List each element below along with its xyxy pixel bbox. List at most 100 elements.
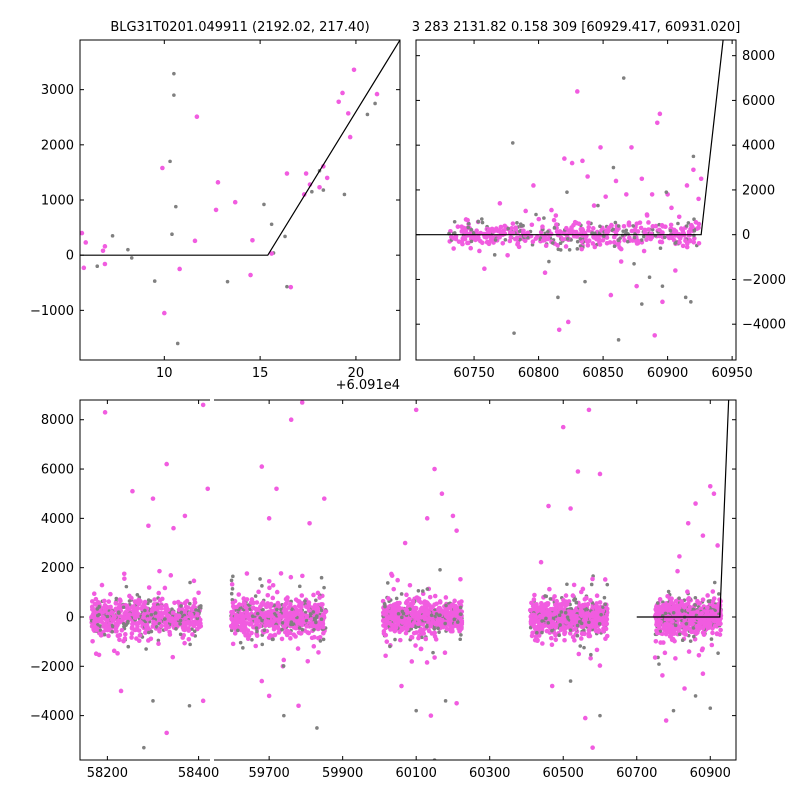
band-point: [668, 228, 673, 233]
cluster-point: [320, 624, 326, 630]
cluster-point: [596, 617, 602, 623]
cluster-point: [673, 623, 678, 628]
band-point: [480, 220, 485, 225]
cluster-point: [196, 608, 201, 613]
band-point: [673, 241, 678, 245]
cluster-point: [129, 635, 134, 640]
band-point: [612, 244, 617, 249]
gray-point: [611, 165, 616, 170]
cluster-point: [159, 623, 164, 629]
panel-top-right: 3 283 2131.82 0.158 309 [60929.417, 6093…: [412, 20, 786, 381]
magenta-point: [248, 272, 253, 278]
cluster-point: [663, 604, 669, 609]
cluster-point: [697, 601, 703, 606]
cluster-point: [116, 611, 121, 615]
cluster-point: [576, 651, 582, 657]
cluster-point: [270, 595, 276, 601]
cluster-point: [283, 596, 289, 602]
band-point: [692, 217, 696, 221]
y-tick-label: 6000: [41, 463, 74, 478]
magenta-point: [83, 240, 89, 245]
cluster-point: [705, 621, 711, 627]
y-tick-label: 6000: [742, 94, 775, 109]
cluster-point: [293, 611, 299, 617]
cluster-point: [174, 621, 180, 627]
outlier-point: [266, 516, 272, 521]
cluster-point: [283, 601, 289, 607]
band-point: [579, 233, 585, 238]
band-point: [604, 229, 609, 235]
x-tick-label: 60700: [616, 766, 657, 781]
outlier-point: [590, 745, 595, 750]
band-point: [576, 221, 582, 227]
cluster-point: [188, 642, 192, 647]
x-tick-label: 60100: [396, 766, 437, 781]
cluster-point: [114, 628, 119, 634]
cluster-point: [254, 626, 259, 630]
band-point: [637, 220, 643, 225]
magenta-point: [232, 199, 238, 205]
cluster-point: [558, 623, 562, 627]
cluster-point: [680, 638, 685, 643]
cluster-point: [575, 633, 580, 638]
cluster-point: [710, 630, 715, 636]
cluster-point: [416, 588, 421, 593]
cluster-point: [430, 618, 436, 624]
cluster-point: [425, 587, 430, 591]
band-point: [579, 246, 585, 252]
magenta-point: [639, 176, 645, 182]
magenta-point: [347, 134, 353, 140]
cluster-point: [580, 586, 586, 592]
cluster-point: [700, 597, 706, 602]
outlier-point: [575, 469, 581, 474]
cluster-point: [178, 632, 183, 637]
cluster-point: [308, 623, 314, 628]
cluster-point: [245, 636, 251, 642]
cluster-point: [97, 605, 101, 609]
cluster-point: [126, 619, 130, 624]
outlier-point: [200, 402, 206, 408]
cluster-point: [383, 621, 389, 627]
cluster-point: [528, 619, 534, 625]
cluster-point: [146, 598, 151, 602]
cluster-point: [89, 599, 95, 604]
cluster-point: [432, 593, 438, 599]
outlier-point: [715, 543, 720, 548]
outlier-point: [700, 671, 706, 676]
cluster-point: [230, 604, 236, 609]
cluster-point: [458, 617, 464, 623]
cluster-point: [570, 634, 576, 640]
cluster-point: [145, 617, 151, 622]
cluster-point: [312, 602, 318, 608]
cluster-point: [174, 627, 178, 631]
cluster-point: [168, 573, 174, 578]
band-point: [590, 241, 596, 246]
cluster-point: [304, 613, 309, 618]
plot-frame-left: [79, 399, 210, 761]
cluster-point: [685, 589, 690, 595]
cluster-point: [712, 623, 718, 629]
cluster-point: [91, 591, 97, 596]
cluster-point: [681, 603, 687, 608]
band-point: [567, 228, 572, 234]
cluster-point: [683, 632, 689, 637]
cluster-point: [587, 620, 591, 625]
outlier-point: [399, 683, 404, 689]
band-point: [466, 221, 471, 226]
outlier-point: [164, 730, 169, 736]
gray-point: [170, 232, 174, 237]
outlier-point: [259, 678, 265, 684]
cluster-point: [581, 617, 587, 623]
cluster-point: [258, 616, 263, 620]
magenta-point: [603, 194, 608, 199]
cluster-point: [244, 609, 250, 614]
cluster-point: [126, 644, 131, 649]
cluster-point: [438, 567, 442, 572]
cluster-point: [593, 604, 598, 610]
cluster-point: [174, 613, 179, 619]
cluster-point: [263, 619, 269, 625]
band-point: [621, 223, 627, 229]
x-tick-label: 60900: [690, 766, 731, 781]
magenta-point: [644, 212, 650, 217]
cluster-point: [93, 596, 99, 602]
